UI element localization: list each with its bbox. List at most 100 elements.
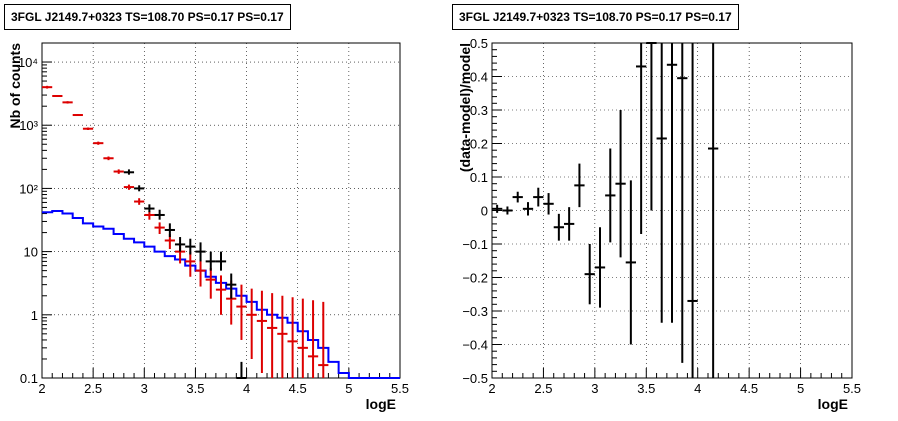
left-x-tick-label: 5.5 bbox=[391, 381, 409, 396]
left-model-point bbox=[134, 198, 145, 205]
right-x-tick-label: 3.5 bbox=[637, 381, 655, 396]
right-residual-point bbox=[666, 43, 678, 323]
left-data-point bbox=[174, 237, 186, 252]
right-x-tick-label: 5 bbox=[797, 381, 804, 396]
right-residual-point bbox=[677, 43, 688, 363]
left-model-point bbox=[277, 295, 288, 378]
right-y-tick-label: −0.4 bbox=[462, 338, 488, 353]
right-residual-point bbox=[512, 191, 523, 203]
right-residual-point bbox=[522, 202, 534, 216]
right-x-axis-label: logE bbox=[818, 396, 848, 412]
right-residual-point bbox=[687, 43, 698, 378]
left-model-point bbox=[123, 184, 135, 190]
left-model-point bbox=[154, 222, 165, 234]
left-model-point bbox=[52, 94, 63, 97]
right-y-tick-label: 0 bbox=[481, 204, 488, 219]
left-x-tick-label: 4.5 bbox=[289, 381, 307, 396]
right-x-tick-label: 4.5 bbox=[740, 381, 758, 396]
left-model-point bbox=[72, 114, 83, 117]
left-model-point bbox=[144, 210, 155, 220]
right-x-tick-label: 2.5 bbox=[534, 381, 552, 396]
right-y-tick-label: 0.4 bbox=[470, 70, 488, 85]
left-model-point bbox=[287, 297, 298, 378]
left-model-point bbox=[307, 300, 319, 378]
left-data-point bbox=[154, 209, 165, 220]
right-y-tick-label: 0.2 bbox=[470, 137, 488, 152]
left-model-point bbox=[246, 288, 257, 359]
left-model-point bbox=[297, 298, 308, 378]
left-model-point bbox=[103, 156, 114, 161]
left-y-tick-label: 10³ bbox=[19, 118, 38, 133]
left-x-tick-label: 4 bbox=[243, 381, 250, 396]
left-grid bbox=[41, 43, 401, 379]
left-model-point bbox=[42, 85, 53, 89]
left-x-tick-label: 3 bbox=[141, 381, 148, 396]
left-panel-title: 3FGL J2149.7+0323 TS=108.70 PS=0.17 PS=0… bbox=[4, 4, 291, 30]
right-y-tick-label: −0.3 bbox=[462, 304, 488, 319]
left-model-point bbox=[236, 284, 247, 340]
right-y-tick-label: −0.1 bbox=[462, 237, 488, 252]
right-residual-point bbox=[646, 42, 657, 211]
right-residual-point bbox=[615, 110, 626, 258]
right-residual-point bbox=[564, 207, 575, 241]
left-data-point bbox=[226, 273, 237, 299]
left-model-point bbox=[215, 275, 227, 315]
left-model-point bbox=[113, 169, 124, 174]
left-model-point bbox=[93, 141, 104, 145]
left-data-point bbox=[205, 251, 216, 271]
left-data-point bbox=[144, 204, 155, 213]
right-residual-point bbox=[708, 43, 719, 378]
left-model-point bbox=[318, 301, 329, 378]
right-y-tick-label: −0.2 bbox=[462, 271, 488, 286]
right-residual-point bbox=[605, 148, 616, 243]
left-data-point bbox=[236, 361, 247, 379]
left-y-tick-label: 10² bbox=[19, 181, 38, 196]
right-residual-point bbox=[574, 163, 585, 208]
right-x-tick-label: 2 bbox=[488, 381, 495, 396]
right-residual-point bbox=[636, 43, 647, 234]
left-model-point bbox=[205, 268, 216, 299]
left-x-tick-label: 2 bbox=[38, 381, 45, 396]
left-y-tick-label: 10 bbox=[24, 245, 38, 260]
right-panel-title: 3FGL J2149.7+0323 TS=108.70 PS=0.17 PS=0… bbox=[452, 4, 739, 30]
left-model-point bbox=[185, 251, 196, 277]
left-data-point bbox=[134, 185, 145, 192]
left-data-point bbox=[185, 238, 196, 255]
right-residual-point bbox=[543, 193, 554, 215]
left-data-point bbox=[164, 223, 175, 238]
right-residual-point bbox=[553, 213, 564, 241]
right-residual-point bbox=[584, 244, 595, 305]
left-x-tick-label: 3.5 bbox=[186, 381, 204, 396]
right-y-tick-label: 0.5 bbox=[470, 36, 488, 51]
left-plot-frame bbox=[41, 42, 401, 379]
left-data-point bbox=[195, 242, 206, 262]
left-model-point bbox=[62, 101, 73, 104]
left-model-point bbox=[82, 127, 94, 131]
right-y-tick-label: 0.3 bbox=[470, 103, 488, 118]
left-model-point bbox=[267, 293, 278, 378]
left-model-point bbox=[195, 259, 206, 287]
left-y-tick-label: 0.1 bbox=[20, 371, 38, 386]
left-data-point bbox=[123, 169, 135, 175]
right-residual-point bbox=[502, 206, 513, 215]
right-residual-point bbox=[492, 204, 503, 213]
right-residual-point bbox=[625, 180, 636, 345]
right-residual-point bbox=[594, 227, 606, 308]
left-x-tick-label: 5 bbox=[345, 381, 352, 396]
left-y-axis-label: Nb of counts bbox=[7, 43, 23, 129]
right-x-tick-label: 5.5 bbox=[843, 381, 861, 396]
right-y-tick-label: 0.1 bbox=[470, 170, 488, 185]
right-residual-point bbox=[533, 187, 544, 207]
left-y-tick-label: 10⁴ bbox=[18, 55, 38, 70]
left-x-axis-label: logE bbox=[366, 396, 396, 412]
right-y-tick-label: −0.5 bbox=[462, 371, 488, 386]
right-y-axis-label: (data-model)/model bbox=[457, 43, 473, 172]
right-x-tick-label: 4 bbox=[694, 381, 701, 396]
right-residual-point bbox=[656, 43, 667, 323]
left-data-point bbox=[215, 251, 227, 271]
left-x-tick-label: 2.5 bbox=[84, 381, 102, 396]
left-y-tick-label: 1 bbox=[31, 308, 38, 323]
left-model-point bbox=[256, 290, 268, 373]
right-x-tick-label: 3 bbox=[591, 381, 598, 396]
